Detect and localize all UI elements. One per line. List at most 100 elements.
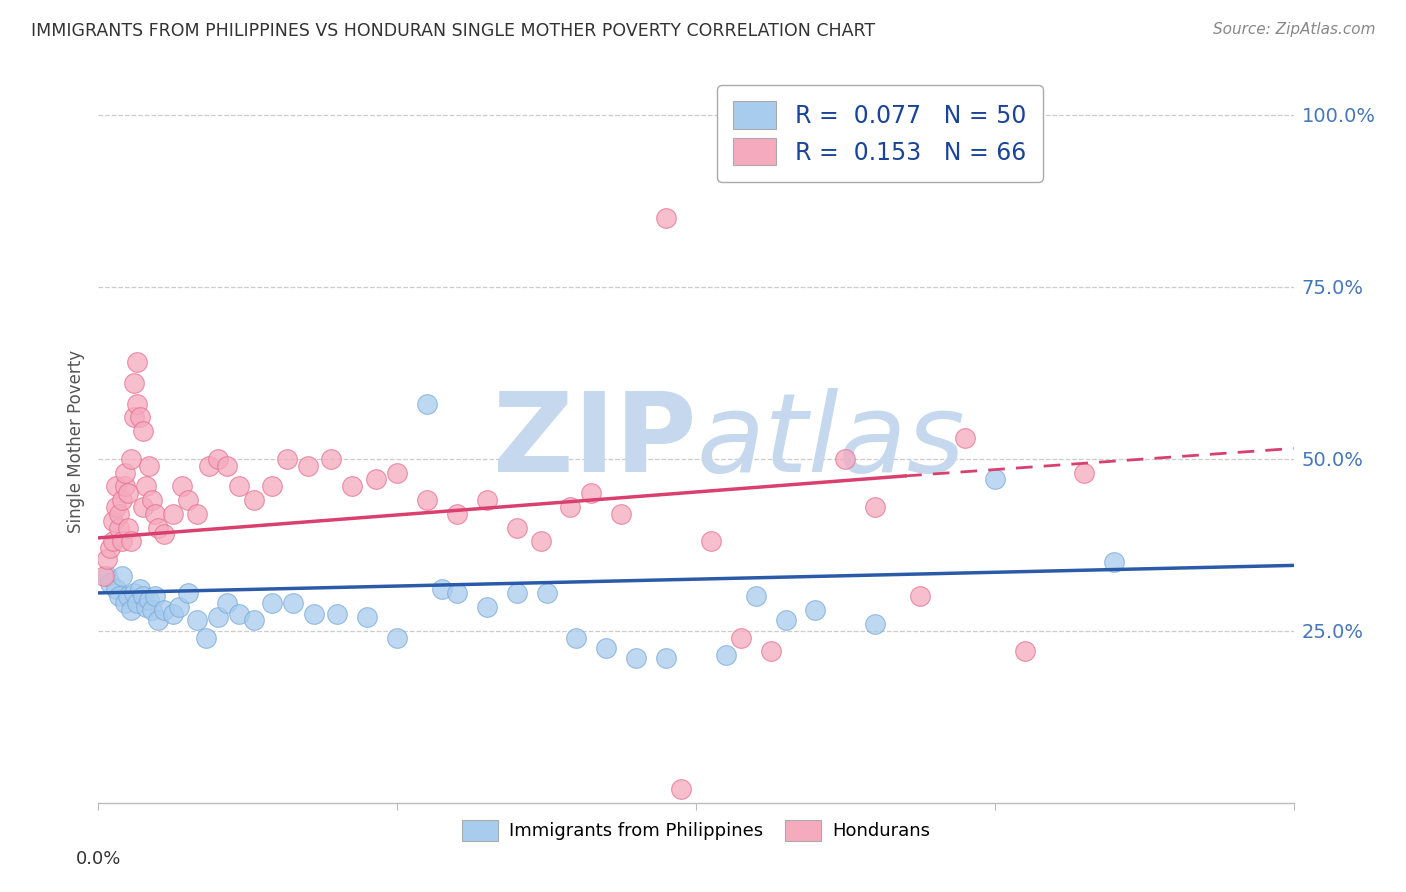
Point (105, 479, 128, 493)
Point (114, 466, 136, 480)
Point (276, 451, 298, 466)
Point (297, 458, 319, 473)
Point (475, 599, 498, 614)
Point (129, 582, 152, 597)
Point (302, 607, 325, 621)
Point (865, 616, 887, 631)
Point (96, 551, 118, 566)
Point (120, 534, 142, 549)
Point (536, 586, 558, 600)
Point (260, 479, 283, 493)
Text: atlas: atlas (696, 388, 965, 495)
Point (124, 586, 146, 600)
Point (804, 603, 827, 617)
Point (132, 500, 155, 514)
Point (626, 651, 648, 665)
Point (124, 410, 146, 425)
Point (207, 610, 229, 624)
Point (98, 575, 122, 590)
Point (93, 568, 115, 582)
Point (120, 603, 142, 617)
Point (243, 614, 266, 628)
Point (148, 520, 170, 534)
Point (908, 590, 931, 604)
Point (127, 596, 149, 610)
Point (129, 410, 152, 425)
Point (186, 507, 208, 521)
Point (228, 479, 250, 493)
Point (730, 631, 752, 645)
Point (260, 596, 283, 610)
Point (127, 397, 149, 411)
Point (984, 472, 1007, 486)
Point (385, 631, 409, 645)
Point (120, 451, 142, 466)
Text: IMMIGRANTS FROM PHILIPPINES VS HONDURAN SINGLE MOTHER POVERTY CORRELATION CHART: IMMIGRANTS FROM PHILIPPINES VS HONDURAN … (31, 22, 875, 40)
Point (111, 493, 134, 508)
Point (506, 520, 529, 534)
Point (775, 614, 797, 628)
Point (138, 458, 160, 473)
Point (745, 590, 768, 604)
Point (475, 493, 498, 508)
Point (565, 631, 588, 645)
Point (153, 527, 176, 541)
Point (103, 534, 125, 549)
Point (326, 607, 349, 621)
Point (117, 590, 139, 604)
Point (186, 614, 208, 628)
Point (953, 431, 976, 445)
Point (610, 507, 633, 521)
Point (114, 479, 136, 493)
Point (655, 651, 678, 665)
Point (162, 607, 184, 621)
Point (714, 648, 737, 662)
Point (342, 479, 364, 493)
Point (530, 534, 553, 549)
Point (581, 486, 603, 500)
Point (105, 500, 128, 514)
Point (111, 568, 134, 582)
Point (141, 493, 163, 508)
Point (356, 610, 378, 624)
Point (446, 507, 468, 521)
Point (430, 582, 453, 597)
Point (198, 458, 221, 473)
Point (215, 596, 238, 610)
Point (114, 596, 136, 610)
Point (148, 614, 170, 628)
Point (162, 507, 184, 521)
Point (416, 397, 439, 411)
Point (177, 586, 200, 600)
Point (132, 424, 155, 438)
Point (138, 592, 160, 607)
Point (595, 640, 617, 655)
Point (416, 493, 439, 508)
Point (127, 355, 149, 369)
Point (1014, 644, 1036, 658)
Point (215, 458, 238, 473)
Point (385, 466, 409, 480)
Point (865, 500, 887, 514)
Point (141, 603, 163, 617)
Point (172, 479, 194, 493)
Point (108, 590, 131, 604)
Y-axis label: Single Mother Poverty: Single Mother Poverty (66, 350, 84, 533)
Text: Source: ZipAtlas.com: Source: ZipAtlas.com (1212, 22, 1375, 37)
Point (111, 534, 134, 549)
Point (243, 493, 266, 508)
Point (834, 451, 856, 466)
Point (124, 376, 146, 390)
Point (228, 607, 250, 621)
Point (153, 603, 176, 617)
Point (98, 541, 122, 556)
Point (117, 520, 139, 534)
Point (560, 500, 582, 514)
Point (177, 493, 200, 508)
Point (281, 596, 304, 610)
Point (700, 534, 723, 549)
Text: 0.0%: 0.0% (76, 850, 121, 868)
Point (108, 507, 131, 521)
Point (446, 586, 468, 600)
Point (195, 631, 218, 645)
